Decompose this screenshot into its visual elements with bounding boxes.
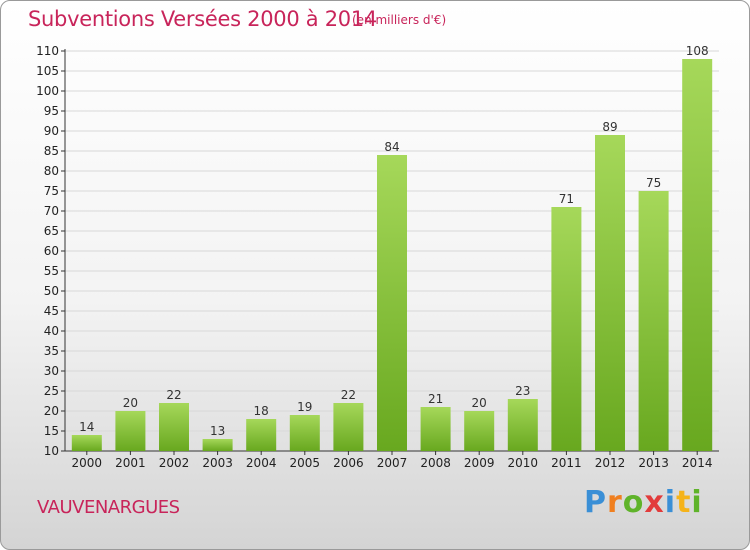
y-tick-label: 50 xyxy=(44,284,59,298)
data-label: 19 xyxy=(297,400,312,414)
bar xyxy=(464,411,495,451)
y-tick-label: 85 xyxy=(44,144,59,158)
y-tick-label: 100 xyxy=(36,84,59,98)
data-label: 23 xyxy=(515,384,530,398)
data-label: 22 xyxy=(166,388,181,402)
x-tick-label: 2001 xyxy=(115,456,146,470)
x-tick-label: 2002 xyxy=(159,456,190,470)
labels: 10 15 20 25 30 35 40 45 50 55 60 65 70 75 80 85 90 95 100 1… xyxy=(36,44,712,470)
y-tick-label: 75 xyxy=(44,184,59,198)
data-label: 20 xyxy=(472,396,487,410)
x-tick-label: 2000 xyxy=(72,456,103,470)
bars xyxy=(71,59,713,451)
bar xyxy=(682,59,713,451)
y-tick-label: 10 xyxy=(44,444,59,458)
logo-letter: r xyxy=(607,485,623,520)
x-tick-label: 2008 xyxy=(420,456,451,470)
x-tick-label: 2007 xyxy=(377,456,408,470)
bar xyxy=(377,155,407,451)
bar xyxy=(246,419,277,451)
x-tick-label: 2005 xyxy=(290,456,321,470)
logo-letter: o xyxy=(622,485,645,520)
bar xyxy=(420,407,451,451)
data-label: 84 xyxy=(384,140,399,154)
x-tick-label: 2009 xyxy=(464,456,495,470)
y-tick-label: 45 xyxy=(44,304,59,318)
logo-letter: x xyxy=(644,485,665,520)
logo-letter: t xyxy=(676,485,692,520)
y-tick-label: 30 xyxy=(44,364,59,378)
y-tick-label: 80 xyxy=(44,164,59,178)
commune-name: VAUVENARGUES xyxy=(37,497,180,518)
x-tick-label: 2010 xyxy=(508,456,539,470)
proxiti-logo: Proxiti xyxy=(584,485,703,520)
y-tick-label: 70 xyxy=(44,204,59,218)
y-tick-label: 110 xyxy=(36,44,59,58)
bar xyxy=(333,403,364,451)
x-tick-label: 2014 xyxy=(682,456,713,470)
logo-letter: P xyxy=(584,485,607,520)
chart-subtitle: (en milliers d'€) xyxy=(352,13,447,27)
y-tick-label: 60 xyxy=(44,244,59,258)
logo-letter: i xyxy=(664,485,677,520)
y-tick-label: 95 xyxy=(44,104,59,118)
bar xyxy=(551,207,582,451)
data-label: 89 xyxy=(602,120,617,134)
bar xyxy=(159,403,189,451)
y-tick-label: 35 xyxy=(44,344,59,358)
data-label: 22 xyxy=(341,388,356,402)
x-tick-label: 2011 xyxy=(551,456,582,470)
x-tick-label: 2013 xyxy=(638,456,669,470)
logo-letter: i xyxy=(691,485,703,520)
y-tick-label: 65 xyxy=(44,224,59,238)
y-tick-label: 90 xyxy=(44,124,59,138)
data-label: 14 xyxy=(79,420,94,434)
bar xyxy=(507,399,538,451)
y-tick-label: 25 xyxy=(44,384,59,398)
y-tick-label: 40 xyxy=(44,324,59,338)
bar xyxy=(115,411,146,451)
data-label: 75 xyxy=(646,176,661,190)
bar xyxy=(289,415,320,451)
y-tick-label: 105 xyxy=(36,64,59,78)
chart-title: Subventions Versées 2000 à 2014 xyxy=(28,7,377,31)
data-label: 21 xyxy=(428,392,443,406)
data-label: 108 xyxy=(686,44,709,58)
bar xyxy=(638,191,669,451)
x-tick-label: 2003 xyxy=(202,456,233,470)
y-tick-label: 20 xyxy=(44,404,59,418)
data-label: 13 xyxy=(210,424,225,438)
bar xyxy=(202,439,233,451)
y-tick-label: 55 xyxy=(44,264,59,278)
bar xyxy=(595,135,625,451)
x-tick-label: 2012 xyxy=(595,456,626,470)
data-label: 71 xyxy=(559,192,574,206)
bar xyxy=(71,435,102,451)
x-tick-label: 2006 xyxy=(333,456,364,470)
data-label: 18 xyxy=(254,404,269,418)
y-tick-label: 15 xyxy=(44,424,59,438)
x-tick-label: 2004 xyxy=(246,456,277,470)
data-label: 20 xyxy=(123,396,138,410)
